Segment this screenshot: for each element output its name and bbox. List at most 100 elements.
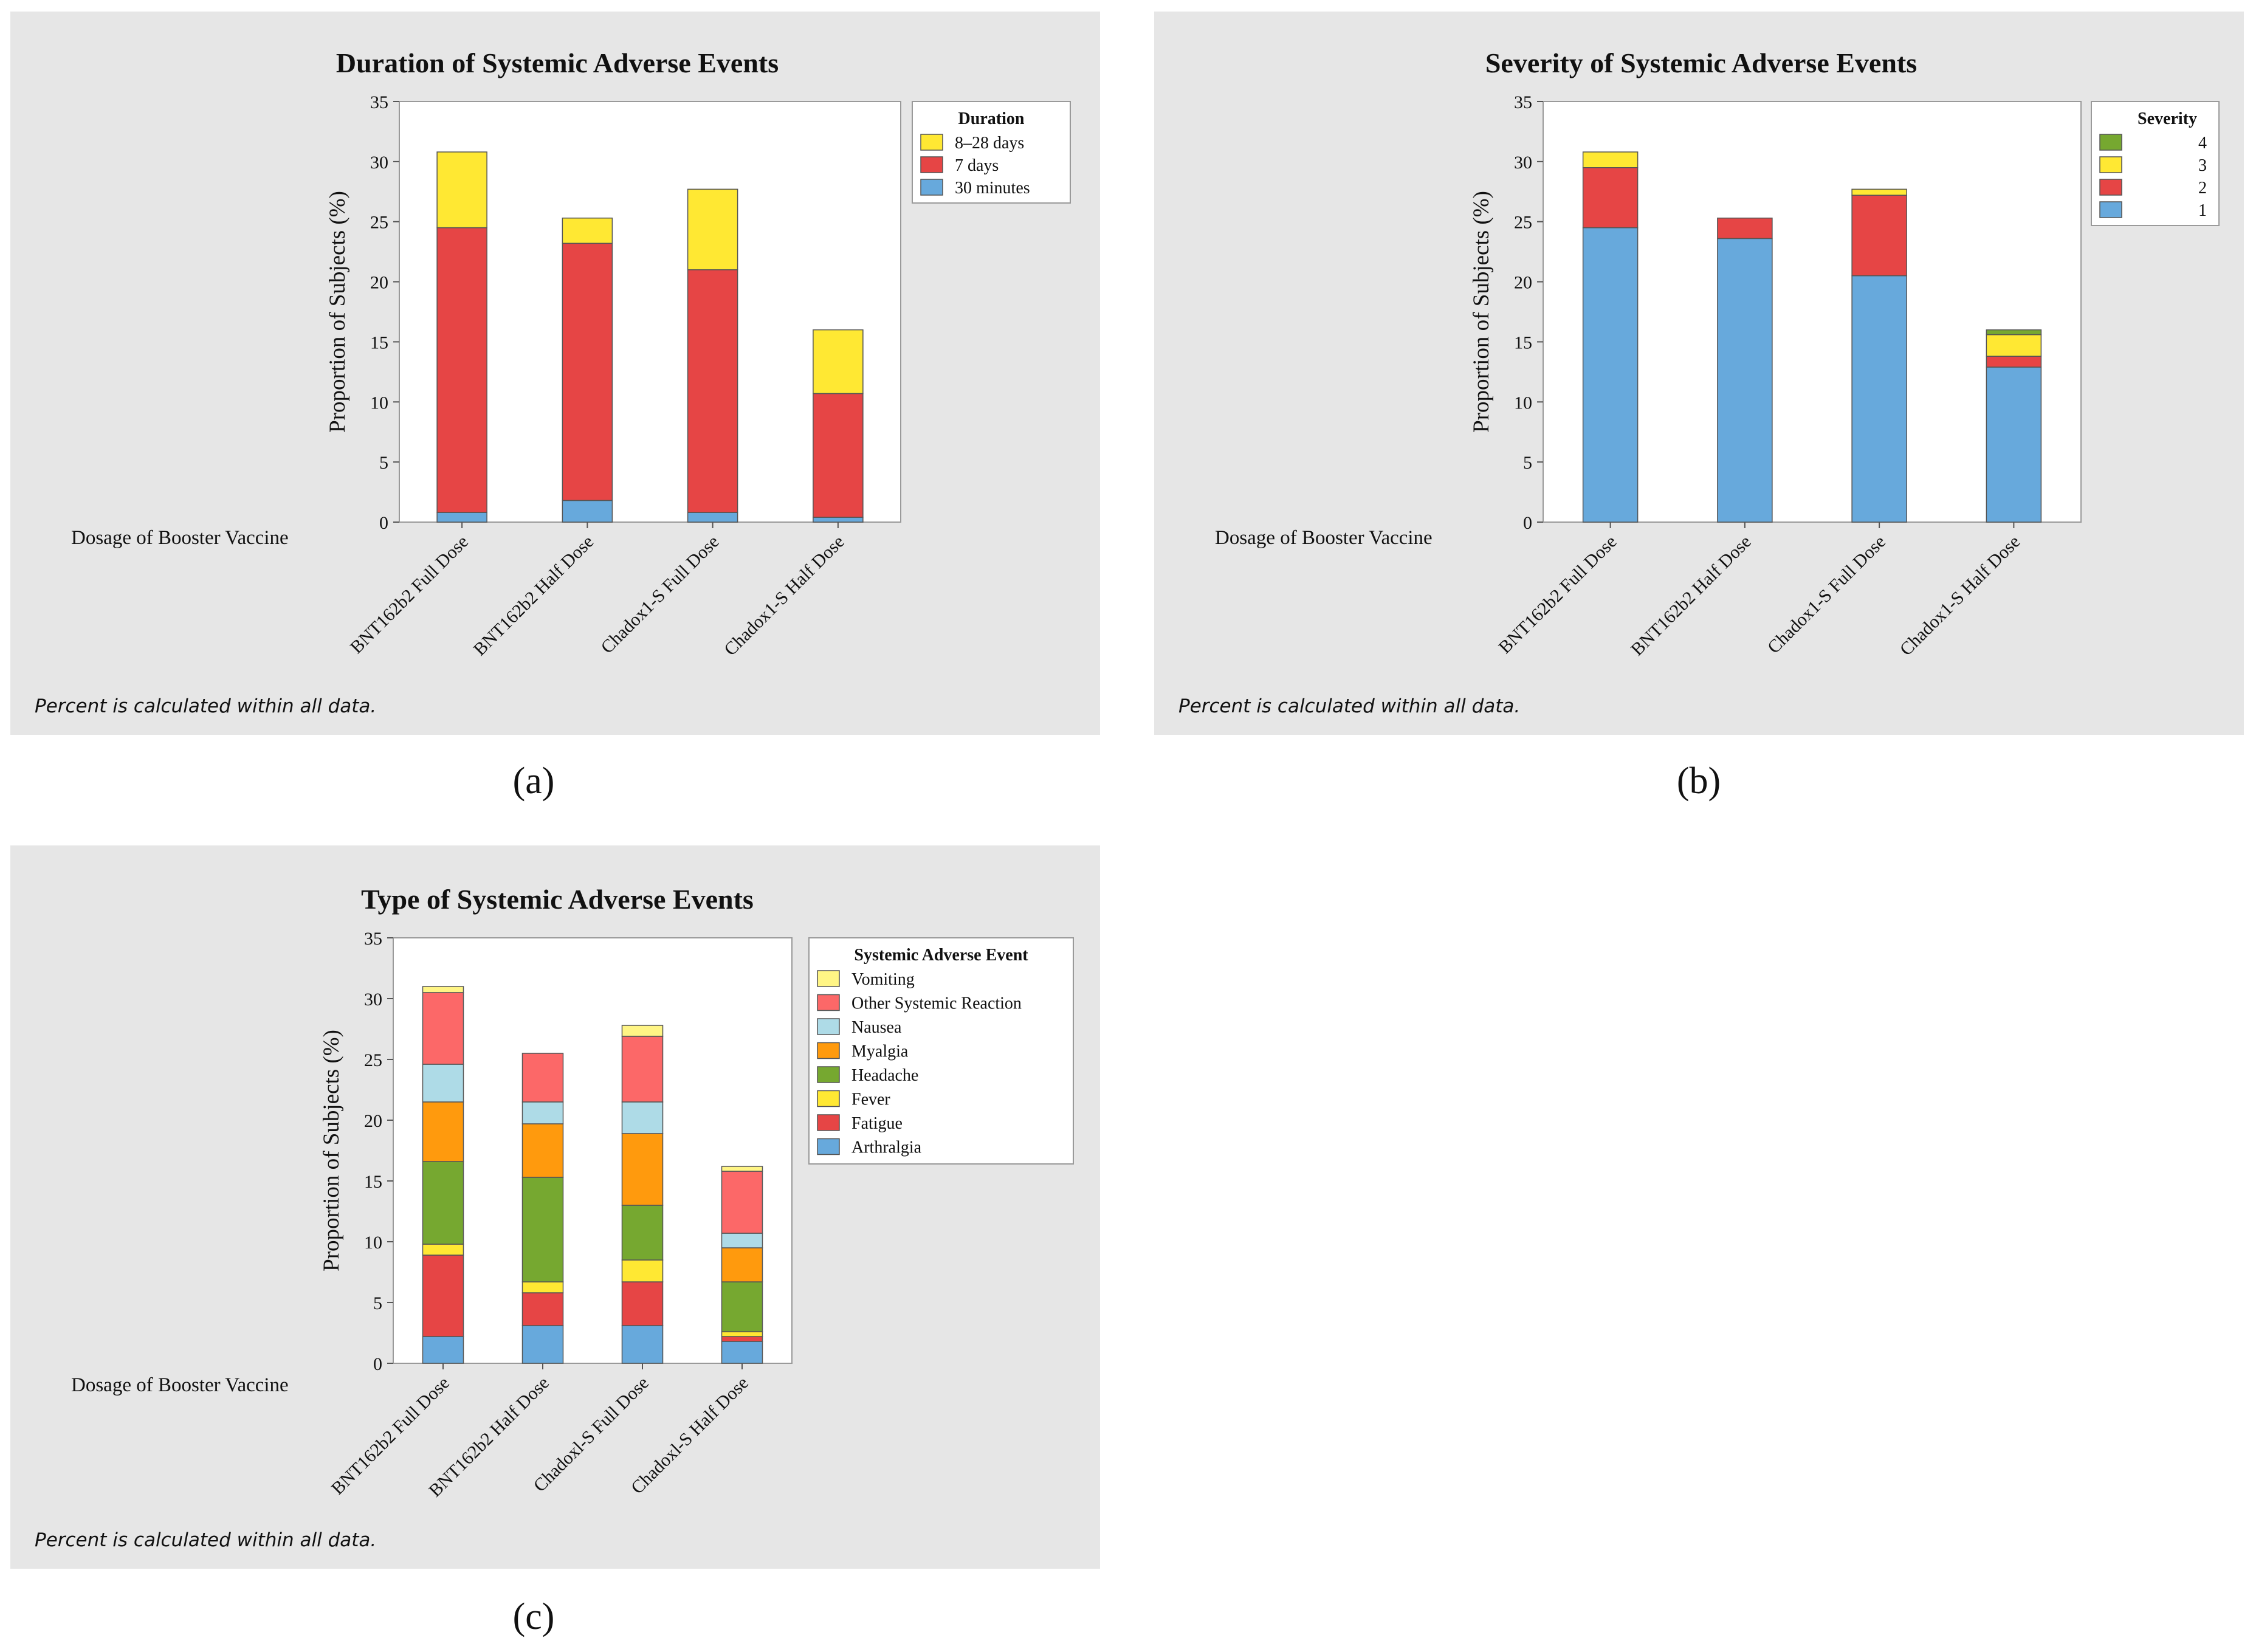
legend-label-arthralgia: Arthralgia: [851, 1138, 922, 1157]
duration-chart-svg: Duration of Systemic Adverse Events 0 5 10 1…: [325, 47, 1071, 660]
xaxis-label: Dosage of Booster Vaccine: [71, 1374, 289, 1396]
bar-segment-headache: [521, 1177, 564, 1282]
y-tick-label: 25: [364, 1050, 382, 1070]
x-tick-label: Chadox1-S Half Dose: [720, 532, 848, 660]
bar-segment-other-systemic-reaction: [521, 1053, 564, 1103]
y-tick-label: 15: [1514, 332, 1532, 353]
y-axis-label: Proportion of Subjects (%): [319, 1030, 344, 1272]
bar-segment-1: [1582, 227, 1639, 523]
bar-segment-8-28-days: [436, 151, 487, 229]
severity-chart-svg: Severity of Systemic Adverse Events 0 5 10 1…: [1469, 47, 2220, 660]
y-tick-label: 0: [379, 513, 388, 533]
bar-segment-vomiting: [621, 1025, 664, 1037]
legend-label-fatigue: Fatigue: [851, 1114, 903, 1133]
bar-segment-30-minutes: [813, 517, 864, 523]
caption-b: (b): [1676, 760, 1721, 802]
y-tick-label: 5: [373, 1293, 382, 1313]
y-tick-label: 30: [1514, 153, 1532, 173]
bar-segment-myalgia: [621, 1133, 664, 1206]
bar-segment-7-days: [436, 227, 487, 513]
bar-segment-7-days: [687, 269, 738, 513]
bar-segment-2: [1851, 194, 1907, 277]
bar-segment-1: [1717, 238, 1773, 523]
legend-label-3: 3: [2198, 156, 2207, 175]
legend-swatch-1: [2099, 201, 2122, 218]
bar-segment-fatigue: [721, 1336, 763, 1342]
legend-swatch-7-days: [920, 156, 943, 173]
x-tick-label: BNT162b2 Half Dose: [470, 532, 598, 660]
type-chart-svg: Type of Systemic Adverse Events 0 5 10 15 20 2…: [319, 884, 1074, 1501]
x-tick-label: BNT162b2 Full Dose: [1495, 532, 1620, 658]
bar-segment-other-systemic-reaction: [422, 992, 464, 1065]
bar-segment-8-28-days: [562, 218, 613, 244]
bar-segment-30-minutes: [562, 500, 613, 523]
legend-label-7-days: 7 days: [955, 156, 999, 175]
bar-segment-2: [1986, 356, 2042, 368]
chart-panel-duration: Duration of Systemic Adverse Events 0 5 10 1…: [10, 12, 1100, 735]
bar-segment-myalgia: [422, 1101, 464, 1162]
bar-segment-vomiting: [422, 986, 464, 993]
y-tick-label: 5: [1523, 453, 1532, 473]
bar-segment-fever: [521, 1281, 564, 1293]
x-tick-label: BNT162b2 Full Dose: [346, 532, 472, 658]
legend-title: Severity: [2138, 109, 2197, 128]
bar-segment-fatigue: [422, 1254, 464, 1337]
caption-c: (c): [512, 1596, 555, 1637]
y-tick-label: 10: [370, 393, 388, 413]
y-tick-label: 35: [370, 92, 388, 112]
y-tick-label: 35: [364, 929, 382, 949]
bar-segment-nausea: [721, 1233, 763, 1248]
bar-segment-headache: [422, 1161, 464, 1245]
y-tick-label: 20: [1514, 273, 1532, 293]
chart-title: Duration of Systemic Adverse Events: [336, 47, 779, 78]
footnote: Percent is calculated within all data.: [1178, 695, 1521, 717]
y-tick-label: 15: [364, 1172, 382, 1192]
caption-a: (a): [512, 760, 555, 802]
bar-segment-fever: [422, 1244, 464, 1256]
y-tick-label: 35: [1514, 92, 1532, 112]
bar-segment-8-28-days: [687, 188, 738, 270]
legend-label-1: 1: [2198, 201, 2207, 220]
bar-segment-vomiting: [721, 1166, 763, 1172]
bar-segment-arthralgia: [621, 1325, 664, 1364]
legend-label-8-28-days: 8–28 days: [955, 134, 1024, 153]
bar-segment-3: [1582, 151, 1639, 168]
bar-segment-3: [1986, 334, 2042, 357]
bar-segment-8-28-days: [813, 329, 864, 394]
y-tick-label: 20: [370, 273, 388, 293]
bar-segment-1: [1986, 367, 2042, 523]
legend-label-myalgia: Myalgia: [851, 1042, 909, 1061]
legend-swatch-arthralgia: [817, 1138, 840, 1155]
bar-segment-headache: [621, 1205, 664, 1261]
bar-segment-nausea: [621, 1101, 664, 1134]
bar-segment-nausea: [521, 1101, 564, 1124]
chart-panel-severity: Severity of Systemic Adverse Events 0 5 10 1…: [1154, 12, 2244, 735]
bar-segment-fever: [721, 1331, 763, 1337]
legend-swatch-fatigue: [817, 1114, 840, 1131]
bar-segment-2: [1717, 218, 1773, 239]
legend-label-2: 2: [2198, 179, 2207, 198]
y-tick-label: 20: [364, 1111, 382, 1131]
chart-title: Severity of Systemic Adverse Events: [1485, 47, 1917, 78]
y-tick-label: 15: [370, 332, 388, 353]
chart-title: Type of Systemic Adverse Events: [361, 884, 754, 915]
bar-segment-arthralgia: [721, 1341, 763, 1364]
x-tick-label: Chadox1-S Full Dose: [1764, 532, 1890, 658]
bar-segment-other-systemic-reaction: [721, 1171, 763, 1234]
footnote: Percent is calculated within all data.: [35, 695, 377, 717]
bar-segment-headache: [721, 1281, 763, 1332]
legend-label-30-minutes: 30 minutes: [955, 179, 1030, 198]
bar-segment-2: [1582, 167, 1639, 229]
legend-title: Systemic Adverse Event: [854, 946, 1028, 965]
legend-label-fever: Fever: [851, 1090, 890, 1109]
bar-segment-arthralgia: [422, 1336, 464, 1364]
y-axis-label: Proportion of Subjects (%): [1469, 191, 1494, 433]
y-tick-label: 10: [1514, 393, 1532, 413]
y-tick-label: 0: [1523, 513, 1532, 533]
y-tick-label: 10: [364, 1233, 382, 1253]
legend-swatch-other-systemic-reaction: [817, 994, 840, 1011]
y-tick-label: 25: [370, 213, 388, 233]
x-tick-label: Chadox1-S Half Dose: [1896, 532, 2024, 660]
legend-label-headache: Headache: [851, 1066, 918, 1085]
y-tick-label: 30: [364, 989, 382, 1010]
